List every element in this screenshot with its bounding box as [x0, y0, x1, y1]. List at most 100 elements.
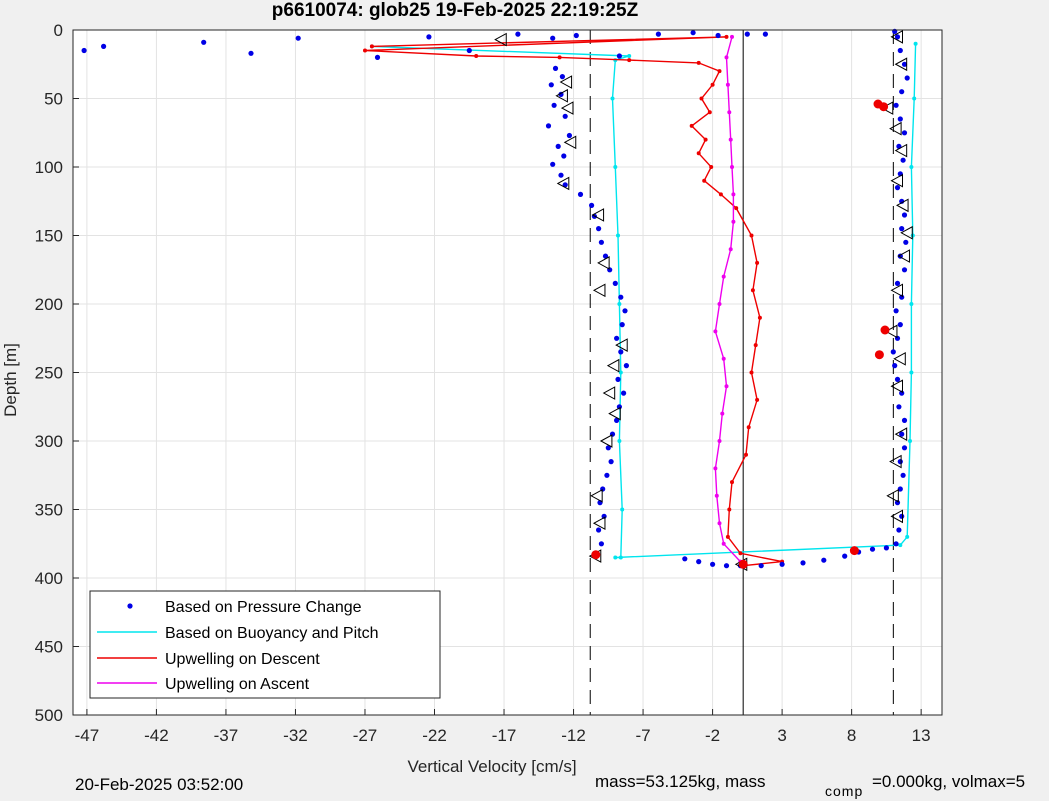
based-on-pressure-change-point — [901, 445, 908, 451]
upwelling-on-descent-point — [557, 55, 562, 60]
y-tick-label: 150 — [35, 227, 63, 246]
upwelling-on-ascent-point — [731, 219, 736, 224]
based-on-pressure-change-point — [901, 417, 908, 423]
based-on-pressure-change-point — [899, 431, 905, 437]
based-on-pressure-change-point — [604, 472, 610, 478]
direction-marker — [900, 225, 913, 240]
direction-marker — [591, 208, 605, 222]
based-on-pressure-change-point — [621, 390, 627, 396]
upwelling-on-ascent-point — [724, 55, 729, 60]
based-on-pressure-change-point — [723, 563, 730, 569]
based-on-pressure-change-point — [744, 31, 750, 37]
based-on-pressure-change-point — [897, 116, 903, 122]
based-on-buoyancy-and-pitch-point — [613, 165, 618, 169]
based-on-pressure-change-point — [616, 53, 623, 59]
upwelling-on-ascent-point — [717, 521, 722, 526]
based-on-pressure-change-point — [295, 35, 301, 41]
upwelling-on-descent-point — [702, 178, 707, 183]
legend-label-ascent: Upwelling on Ascent — [165, 676, 310, 693]
based-on-pressure-change-point — [561, 153, 567, 159]
based-on-pressure-change-point — [558, 172, 564, 178]
y-tick-label: 350 — [35, 501, 63, 520]
based-on-buoyancy-and-pitch-point — [610, 96, 615, 101]
upwelling-on-ascent-point — [730, 165, 734, 169]
based-on-pressure-change-point — [893, 541, 899, 547]
x-tick-label: -32 — [283, 726, 308, 745]
upwelling-on-descent-point — [699, 96, 704, 101]
flag-marker — [879, 102, 889, 112]
based-on-buoyancy-and-pitch-point — [627, 54, 632, 58]
based-on-buoyancy-and-pitch-point — [898, 543, 903, 548]
based-on-buoyancy-and-pitch-point — [905, 534, 910, 539]
based-on-pressure-change-point — [904, 75, 910, 81]
upwelling-on-descent-point — [703, 137, 708, 142]
based-on-pressure-change-point — [682, 556, 688, 562]
upwelling-on-ascent-point — [714, 493, 719, 498]
based-on-pressure-change-point — [618, 294, 624, 300]
upwelling-on-descent-point — [730, 480, 734, 485]
based-on-pressure-change-point — [894, 376, 901, 382]
x-tick-label: -7 — [636, 726, 651, 745]
direction-marker — [890, 173, 904, 188]
upwelling-on-descent-point — [474, 54, 479, 58]
y-axis-ticks: 0 50 100 150 200 250 300 350 400 450 500 — [35, 21, 79, 725]
upwelling-on-ascent-point — [717, 302, 722, 306]
based-on-buoyancy-and-pitch-point — [616, 233, 620, 238]
based-on-pressure-change-point — [589, 202, 595, 208]
x-tick-label: -2 — [705, 726, 720, 745]
y-tick-label: 50 — [44, 90, 63, 109]
based-on-pressure-change-point — [696, 559, 702, 565]
direction-marker — [606, 358, 620, 373]
direction-marker — [890, 509, 904, 524]
based-on-pressure-change-point — [821, 557, 827, 563]
x-tick-label: -22 — [422, 726, 447, 745]
based-on-pressure-change-point — [897, 486, 903, 492]
based-on-pressure-change-point — [605, 445, 611, 451]
upwelling-on-descent-point — [755, 397, 760, 402]
upwelling-on-ascent-point — [713, 329, 718, 334]
direction-marker — [608, 406, 621, 421]
x-tick-label: 13 — [912, 726, 931, 745]
based-on-pressure-change-point — [598, 541, 605, 547]
flag-marker — [591, 550, 601, 560]
upwelling-on-descent-point — [727, 507, 732, 512]
upwelling-on-descent-point — [709, 165, 714, 169]
x-tick-label: -17 — [492, 726, 517, 745]
upwelling-on-descent-point — [738, 551, 743, 556]
upwelling-on-descent-point — [725, 534, 730, 539]
based-on-pressure-change-point — [201, 39, 207, 45]
upwelling-on-ascent-point — [727, 110, 732, 115]
based-on-pressure-change-point — [559, 74, 566, 80]
direction-marker — [602, 386, 616, 400]
direction-marker — [890, 30, 904, 44]
x-axis-ticks: -47 -42 -37 -32 -27 -22 -17 -12 -7 -2 3 8 13 — [75, 709, 931, 745]
x-tick-label: -42 — [144, 726, 169, 745]
y-tick-label: 300 — [35, 432, 63, 451]
y-tick-label: 200 — [35, 295, 63, 314]
upwelling-on-descent-point — [696, 60, 701, 65]
based-on-pressure-change-point — [545, 123, 552, 129]
upwelling-on-descent-point — [746, 425, 751, 430]
direction-marker — [555, 88, 568, 103]
based-on-pressure-change-point — [893, 308, 899, 314]
based-on-pressure-change-point — [715, 32, 721, 39]
flag-marker — [880, 325, 890, 335]
based-on-pressure-change-point — [897, 47, 903, 54]
direction-marker — [556, 176, 570, 191]
legend-label-pressure: Based on Pressure Change — [165, 599, 362, 616]
based-on-pressure-change-point — [552, 65, 559, 71]
legend-label-buoyancy: Based on Buoyancy and Pitch — [165, 625, 378, 642]
based-on-pressure-change-point — [598, 239, 605, 245]
upwelling-on-descent-point — [724, 34, 729, 39]
mass-label: mass=53.125kg, mass — [595, 772, 766, 791]
based-on-pressure-change-point — [614, 335, 620, 341]
based-on-buoyancy-and-pitch-point — [617, 439, 622, 443]
based-on-pressure-change-point — [903, 239, 909, 245]
based-on-pressure-change-point — [374, 54, 381, 61]
based-on-pressure-change-point — [892, 363, 898, 369]
based-on-pressure-change-point — [615, 376, 621, 382]
direction-marker — [894, 427, 908, 441]
based-on-pressure-change-point — [779, 561, 785, 567]
x-tick-label: 8 — [847, 726, 856, 745]
legend: Based on Pressure Change Based on Buoyan… — [89, 590, 441, 699]
